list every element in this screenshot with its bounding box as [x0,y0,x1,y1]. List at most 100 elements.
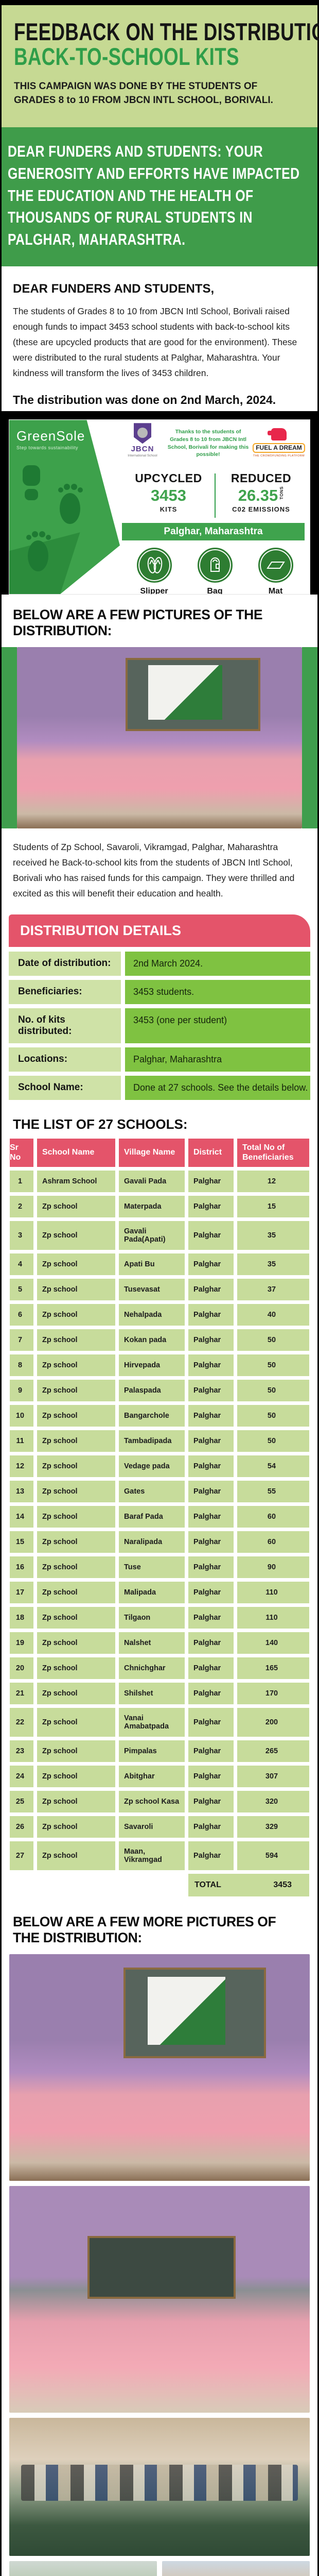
letter-section: DEAR FUNDERS AND STUDENTS, The students … [2,266,317,412]
stat-upcycled-unit: KITS [160,505,178,514]
thank-you-banner-text: DEAR FUNDERS AND STUDENTS: YOUR GENEROSI… [8,142,300,249]
table-cell: Palghar [188,1632,234,1654]
letter-body: The students of Grades 8 to 10 from JBCN… [13,306,297,379]
table-cell: Zp school [37,1329,115,1351]
detail-value: 2nd March 2024. [125,952,310,976]
table-cell: Zp school [37,1221,115,1250]
thank-you-banner: DEAR FUNDERS AND STUDENTS: YOUR GENEROSI… [2,127,317,266]
table-header-cell: Village Name [119,1139,185,1167]
fuel-a-dream-logo: FUEL A DREAM THE CROWDFUNDING PLATFORM [252,428,306,457]
table-cell: Tusevasat [119,1279,185,1301]
photo-outdoor-group-with-kits [9,2561,157,2576]
table-cell: Hirvepada [119,1354,185,1377]
table-cell: Palghar [188,1481,234,1503]
table-cell: Palghar [188,1607,234,1629]
stats-divider [214,473,216,518]
location-banner: Palghar, Maharashtra [122,523,305,541]
table-cell: 50 [237,1380,309,1402]
table-cell: Gates [119,1481,185,1503]
table-cell: Zp school [37,1841,115,1871]
table-cell: 4 [10,1253,33,1276]
distribution-details-title: DISTRIBUTION DETAILS [9,914,310,947]
stat-reduced: REDUCED 26.35 TONS C02 EMISSIONS [223,471,300,513]
table-cell: Palghar [188,1531,234,1553]
greensole-logo: GreenSole Step towards sustainability [16,428,85,450]
table-cell: Materpada [119,1196,185,1218]
table-cell: Palghar [188,1196,234,1218]
table-cell: Zp school [37,1683,115,1705]
table-cell: Nehalpada [119,1304,185,1326]
table-cell: 307 [237,1766,309,1788]
table-cell: Palghar [188,1683,234,1705]
table-cell: Zp school [37,1708,115,1737]
table-header-cell: School Name [37,1139,115,1167]
table-cell: Palghar [188,1329,234,1351]
photo-caption: Students of Zp School, Savaroli, Vikramg… [2,828,317,904]
table-cell: Tambadipada [119,1430,185,1452]
table-cell: 50 [237,1354,309,1377]
table-cell: Baraf Pada [119,1506,185,1528]
table-cell: Palaspada [119,1380,185,1402]
detail-label: School Name: [9,1076,121,1100]
table-cell: Palghar [188,1816,234,1838]
impact-stats: UPCYCLED 3453 KITS REDUCED 26.35 TONS C02… [120,471,310,518]
table-cell: Zp school [37,1556,115,1579]
photo-stage-assembly-hall [9,2186,310,2413]
table-cell: 26 [10,1816,33,1838]
table-cell: Zp school [37,1304,115,1326]
photo-distribution-hall-handover-wide [9,1954,310,2181]
distribution-date-line: The distribution was done on 2nd March, … [13,393,276,407]
distribution-details-card: DISTRIBUTION DETAILS Date of distributio… [2,903,317,1104]
greensole-brand-text: GreenSole [16,428,85,444]
slipper-icon [136,548,172,583]
table-cell: 50 [237,1430,309,1452]
table-cell: Palghar [188,1405,234,1427]
page-title-line1: FEEDBACK ON THE DISTRIBUTION OF [14,18,319,45]
stat-reduced-value: 26.35 TONS [238,486,285,505]
table-cell: Palghar [188,1354,234,1377]
table-cell: 110 [237,1607,309,1629]
header-subtitle: THIS CAMPAIGN WAS DONE BY THE STUDENTS O… [14,80,273,106]
kit-item-label: Slipper [140,587,168,595]
photo-man-handing-bag-outdoors [162,2561,310,2576]
more-pictures-heading: BELOW ARE A FEW MORE PICTURES OF THE DIS… [2,1896,317,1955]
table-cell: Zp school Kasa [119,1791,185,1813]
photo-distribution-hall-handover [17,647,302,829]
kit-item-bag: Bag [197,548,233,594]
table-cell: Palghar [188,1791,234,1813]
schools-table: Sr No School Name Village Name District Tota… [2,1139,317,1897]
table-cell: 54 [237,1455,309,1478]
table-cell: 11 [10,1430,33,1452]
table-header-cell: Total No of Beneficiaries [237,1139,309,1167]
table-cell: Palghar [188,1430,234,1452]
detail-value: Palghar, Maharashtra [125,1047,310,1072]
table-cell: 140 [237,1632,309,1654]
stat-upcycled-value: 3453 [151,486,186,505]
table-cell: Zp school [37,1816,115,1838]
stat-upcycled: UPCYCLED 3453 KITS [130,471,207,513]
bag-icon [197,548,233,583]
table-cell: Zp school [37,1455,115,1478]
table-cell: Vanai Amabatpada [119,1708,185,1737]
impact-card-content: JBCN International School Thanks to the … [120,420,310,594]
table-cell: 15 [10,1531,33,1553]
table-cell: Nalshet [119,1632,185,1654]
table-cell: Zp school [37,1766,115,1788]
table-cell: Palghar [188,1171,234,1193]
table-cell: 22 [10,1708,33,1737]
table-cell: Zp school [37,1279,115,1301]
table-cell: Gavali Pada(Apati) [119,1221,185,1250]
table-cell: 40 [237,1304,309,1326]
table-cell: Palghar [188,1766,234,1788]
mat-icon [258,548,293,583]
table-cell: Palghar [188,1841,234,1871]
table-cell: 6 [10,1304,33,1326]
table-cell: Zp school [37,1657,115,1680]
table-cell: 15 [237,1196,309,1218]
table-cell: 55 [237,1481,309,1503]
fuel-a-dream-tagline: THE CROWDFUNDING PLATFORM [253,454,305,457]
table-cell: Tilgaon [119,1607,185,1629]
total-label: TOTAL [194,1880,221,1890]
table-cell: 35 [237,1221,309,1250]
photo-group-under-tent-with-kits [9,2418,310,2556]
